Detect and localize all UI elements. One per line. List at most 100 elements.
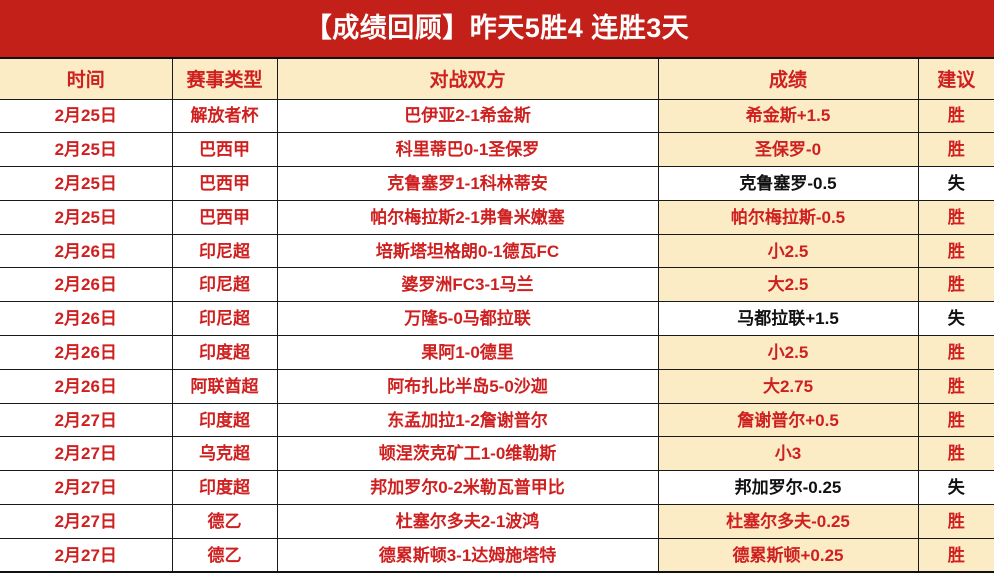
column-header-advice: 建议: [918, 57, 994, 100]
cell-advice: 胜: [918, 199, 994, 235]
cell-advice: 胜: [918, 335, 994, 370]
cell-advice-text: 失: [947, 478, 965, 498]
table-row: 2月26日 印尼超 培斯塔坦格朗0-1德瓦FC 小2.5 胜: [0, 233, 994, 269]
cell-time: 2月26日: [0, 301, 173, 337]
cell-score: 詹谢普尔+0.5: [658, 402, 919, 438]
cell-advice-text: 胜: [947, 275, 965, 295]
table-body: 2月25日 解放者杯 巴伊亚2-1希金斯 希金斯+1.5 胜 2月25日 巴西甲 科里蒂巴0-…: [0, 98, 994, 574]
cell-advice-text: 胜: [947, 376, 965, 396]
cell-time-text: 2月27日: [54, 444, 117, 464]
cell-league-text: 印尼超: [199, 241, 250, 261]
table-row: 2月25日 巴西甲 克鲁塞罗1-1科林蒂安 克鲁塞罗-0.5 失: [0, 166, 994, 201]
cell-time-text: 2月25日: [54, 140, 117, 160]
cell-score: 克鲁塞罗-0.5: [658, 166, 919, 201]
table-row: 2月27日 印度超 邦加罗尔0-2米勒瓦普甲比 邦加罗尔-0.25 失: [0, 470, 994, 506]
cell-advice: 胜: [918, 436, 994, 472]
cell-league: 印度超: [172, 402, 278, 438]
cell-advice: 胜: [918, 537, 994, 574]
column-header-league: 赛事类型: [172, 57, 278, 100]
cell-match: 阿布扎比半岛5-0沙迦: [277, 368, 659, 404]
cell-match: 克鲁塞罗1-1科林蒂安: [277, 166, 659, 201]
cell-advice-text: 胜: [947, 342, 965, 362]
table-row: 2月26日 印度超 果阿1-0德里 小2.5 胜: [0, 335, 994, 370]
cell-match-text: 阿布扎比半岛5-0沙迦: [387, 376, 548, 396]
cell-league-text: 印度超: [199, 410, 250, 430]
cell-league: 巴西甲: [172, 199, 278, 235]
cell-league-text: 阿联酋超: [190, 376, 259, 396]
cell-league: 乌克超: [172, 436, 278, 472]
cell-league-text: 乌克超: [199, 444, 250, 464]
cell-score: 德累斯顿+0.25: [658, 537, 919, 574]
cell-advice: 胜: [918, 402, 994, 438]
cell-league: 印尼超: [172, 267, 278, 303]
cell-match-text: 杜塞尔多夫2-1波鸿: [395, 511, 540, 531]
cell-advice: 胜: [918, 132, 994, 168]
cell-match: 顿涅茨克矿工1-0维勒斯: [277, 436, 659, 472]
cell-match-text: 科里蒂巴0-1圣保罗: [395, 140, 540, 160]
table-row: 2月25日 解放者杯 巴伊亚2-1希金斯 希金斯+1.5 胜: [0, 98, 994, 134]
cell-match-text: 克鲁塞罗1-1科林蒂安: [387, 173, 548, 193]
cell-match-text: 德累斯顿3-1达姆施塔特: [378, 545, 557, 565]
cell-advice-text: 胜: [947, 241, 965, 261]
table-row: 2月26日 印尼超 万隆5-0马都拉联 马都拉联+1.5 失: [0, 301, 994, 337]
cell-league: 印尼超: [172, 301, 278, 337]
cell-score-text: 小3: [774, 444, 802, 464]
cell-match: 东孟加拉1-2詹谢普尔: [277, 402, 659, 438]
cell-time-text: 2月26日: [54, 342, 117, 362]
cell-score-text: 马都拉联+1.5: [737, 309, 839, 329]
cell-league-text: 解放者杯: [190, 106, 259, 126]
cell-advice: 失: [918, 470, 994, 506]
column-header-match: 对战双方: [277, 57, 659, 100]
cell-score-text: 杜塞尔多夫-0.25: [726, 511, 850, 531]
table-row: 2月26日 印尼超 婆罗洲FC3-1马兰 大2.5 胜: [0, 267, 994, 303]
cell-time-text: 2月26日: [54, 241, 117, 261]
cell-score-text: 圣保罗-0: [754, 140, 822, 160]
cell-match: 邦加罗尔0-2米勒瓦普甲比: [277, 470, 659, 506]
cell-score: 大2.5: [658, 267, 919, 303]
cell-time-text: 2月26日: [54, 275, 117, 295]
cell-time: 2月27日: [0, 402, 173, 438]
table-header-row: 时间 赛事类型 对战双方 成绩 建议: [0, 57, 994, 100]
cell-match-text: 邦加罗尔0-2米勒瓦普甲比: [370, 478, 565, 498]
cell-advice-text: 失: [947, 309, 965, 329]
cell-advice-text: 胜: [947, 410, 965, 430]
cell-match: 巴伊亚2-1希金斯: [277, 98, 659, 134]
cell-advice-text: 胜: [947, 207, 965, 227]
cell-score-text: 小2.5: [767, 241, 809, 261]
cell-score-text: 小2.5: [767, 342, 809, 362]
cell-score: 圣保罗-0: [658, 132, 919, 168]
cell-match-text: 果阿1-0德里: [421, 342, 514, 362]
cell-time: 2月25日: [0, 98, 173, 134]
table-row: 2月25日 巴西甲 科里蒂巴0-1圣保罗 圣保罗-0 胜: [0, 132, 994, 168]
cell-match: 德累斯顿3-1达姆施塔特: [277, 537, 659, 574]
cell-time-text: 2月25日: [54, 173, 117, 193]
cell-match: 科里蒂巴0-1圣保罗: [277, 132, 659, 168]
cell-match-text: 帕尔梅拉斯2-1弗鲁米嫩塞: [370, 207, 565, 227]
cell-advice-text: 胜: [947, 106, 965, 126]
cell-score: 小3: [658, 436, 919, 472]
table-header: 时间 赛事类型 对战双方 成绩 建议: [0, 57, 994, 100]
cell-league-text: 印度超: [199, 342, 250, 362]
cell-league: 印度超: [172, 335, 278, 370]
cell-time-text: 2月25日: [54, 106, 117, 126]
cell-match: 万隆5-0马都拉联: [277, 301, 659, 337]
cell-match-text: 巴伊亚2-1希金斯: [404, 106, 531, 126]
cell-score-text: 大2.5: [767, 275, 809, 295]
cell-match: 杜塞尔多夫2-1波鸿: [277, 504, 659, 539]
cell-match-text: 东孟加拉1-2詹谢普尔: [387, 410, 548, 430]
cell-score-text: 德累斯顿+0.25: [732, 545, 844, 565]
cell-league-text: 印度超: [199, 478, 250, 498]
cell-score: 邦加罗尔-0.25: [658, 470, 919, 506]
cell-advice: 胜: [918, 504, 994, 539]
page-title: 【成绩回顾】昨天5胜4 连胜3天: [304, 13, 690, 43]
cell-match-text: 顿涅茨克矿工1-0维勒斯: [378, 444, 557, 464]
cell-league-text: 巴西甲: [199, 207, 250, 227]
cell-league: 德乙: [172, 504, 278, 539]
cell-time: 2月25日: [0, 199, 173, 235]
column-header-time: 时间: [0, 57, 173, 100]
cell-score-text: 大2.75: [762, 376, 814, 396]
cell-league-text: 巴西甲: [199, 173, 250, 193]
cell-time-text: 2月27日: [54, 410, 117, 430]
cell-time: 2月26日: [0, 267, 173, 303]
